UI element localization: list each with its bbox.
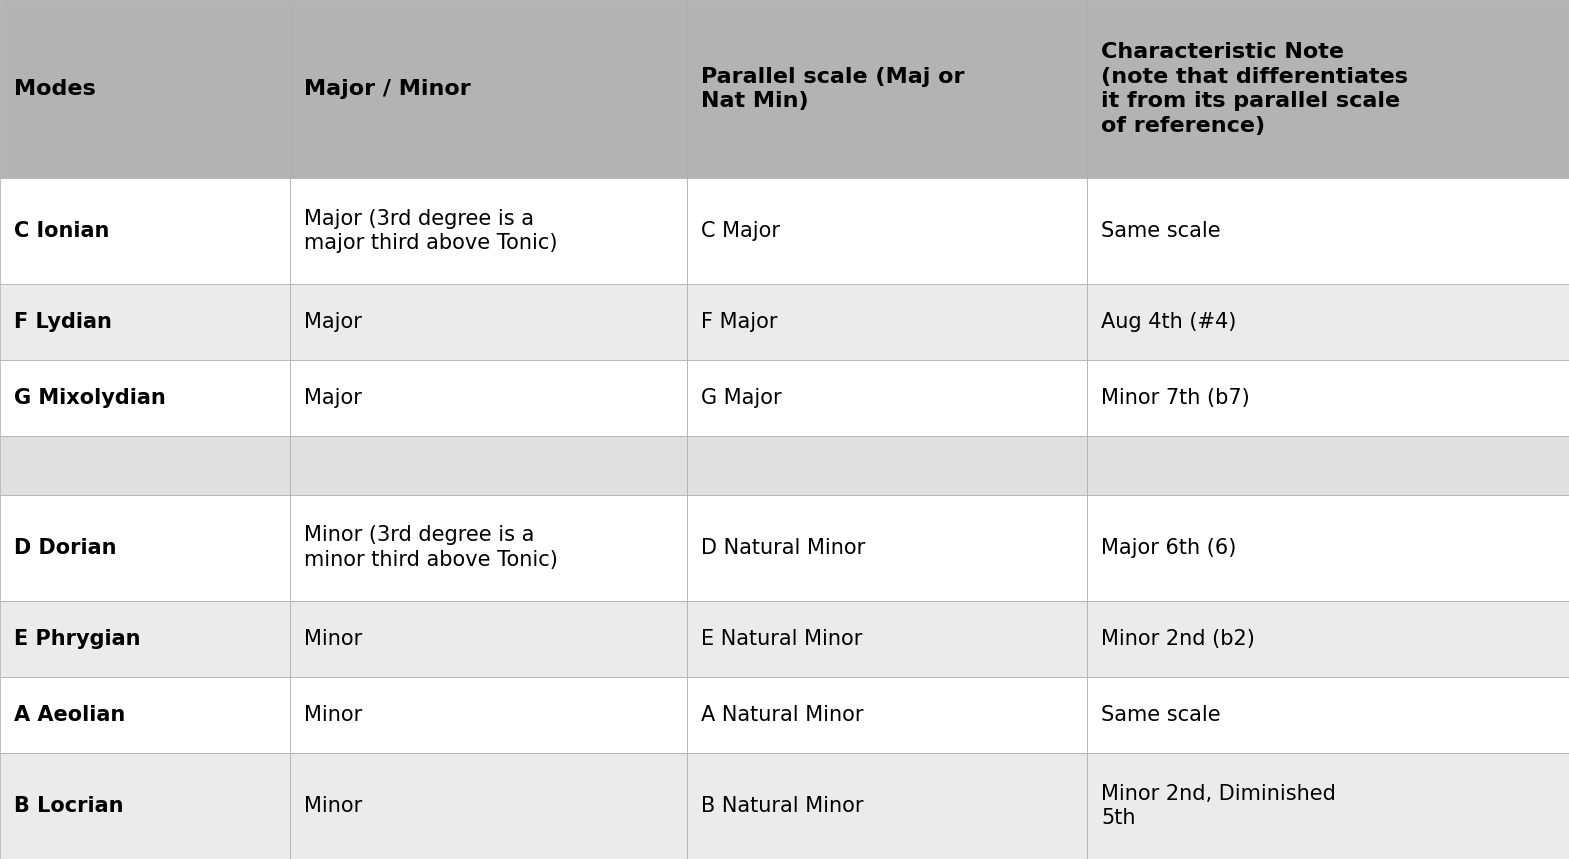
Bar	[290, 360, 687, 436]
Bar	[0, 360, 290, 436]
Text: Characteristic Note
(note that differentiates
it from its parallel scale
of refe: Characteristic Note (note that different…	[1101, 42, 1409, 137]
Text: F Major: F Major	[701, 312, 778, 332]
Text: Same scale: Same scale	[1101, 221, 1221, 241]
Text: G Major: G Major	[701, 388, 781, 408]
Bar	[290, 677, 687, 753]
Bar	[687, 360, 1087, 436]
Text: C Major: C Major	[701, 221, 780, 241]
Text: Minor: Minor	[304, 705, 362, 725]
Text: Major / Minor: Major / Minor	[304, 79, 471, 99]
Bar	[290, 753, 687, 859]
Bar	[1087, 677, 1569, 753]
Text: A Natural Minor: A Natural Minor	[701, 705, 863, 725]
Bar	[0, 283, 290, 360]
Bar	[290, 495, 687, 600]
Bar	[687, 753, 1087, 859]
Bar	[290, 283, 687, 360]
Bar	[0, 753, 290, 859]
Bar	[1087, 753, 1569, 859]
Text: Parallel scale (Maj or
Nat Min): Parallel scale (Maj or Nat Min)	[701, 66, 965, 112]
Text: D Natural Minor: D Natural Minor	[701, 538, 866, 557]
Bar	[1087, 600, 1569, 677]
Bar	[0, 178, 290, 283]
Text: B Locrian: B Locrian	[14, 796, 124, 816]
Text: Minor 7th (b7): Minor 7th (b7)	[1101, 388, 1250, 408]
Bar	[0, 677, 290, 753]
Text: A Aeolian: A Aeolian	[14, 705, 126, 725]
Bar	[687, 0, 1087, 178]
Bar	[1087, 360, 1569, 436]
Text: D Dorian: D Dorian	[14, 538, 116, 557]
Text: Major: Major	[304, 388, 362, 408]
Text: Modes: Modes	[14, 79, 96, 99]
Bar	[290, 0, 687, 178]
Bar	[290, 600, 687, 677]
Bar	[0, 0, 290, 178]
Bar	[687, 178, 1087, 283]
Text: E Natural Minor: E Natural Minor	[701, 629, 863, 649]
Text: Aug 4th (#4): Aug 4th (#4)	[1101, 312, 1236, 332]
Bar	[687, 495, 1087, 600]
Bar	[687, 677, 1087, 753]
Bar	[687, 436, 1087, 495]
Text: Minor 2nd, Diminished
5th: Minor 2nd, Diminished 5th	[1101, 783, 1337, 828]
Text: B Natural Minor: B Natural Minor	[701, 796, 863, 816]
Text: E Phrygian: E Phrygian	[14, 629, 141, 649]
Bar	[0, 436, 290, 495]
Text: Major 6th (6): Major 6th (6)	[1101, 538, 1236, 557]
Text: Minor (3rd degree is a
minor third above Tonic): Minor (3rd degree is a minor third above…	[304, 525, 559, 570]
Bar	[1087, 0, 1569, 178]
Text: Major: Major	[304, 312, 362, 332]
Bar	[687, 600, 1087, 677]
Text: Minor: Minor	[304, 796, 362, 816]
Text: C Ionian: C Ionian	[14, 221, 110, 241]
Text: Major (3rd degree is a
major third above Tonic): Major (3rd degree is a major third above…	[304, 209, 557, 253]
Bar	[1087, 495, 1569, 600]
Text: Minor 2nd (b2): Minor 2nd (b2)	[1101, 629, 1255, 649]
Bar	[290, 436, 687, 495]
Bar	[1087, 283, 1569, 360]
Text: F Lydian: F Lydian	[14, 312, 111, 332]
Text: G Mixolydian: G Mixolydian	[14, 388, 166, 408]
Bar	[290, 178, 687, 283]
Bar	[687, 283, 1087, 360]
Bar	[0, 600, 290, 677]
Bar	[1087, 178, 1569, 283]
Bar	[0, 495, 290, 600]
Text: Minor: Minor	[304, 629, 362, 649]
Text: Same scale: Same scale	[1101, 705, 1221, 725]
Bar	[1087, 436, 1569, 495]
